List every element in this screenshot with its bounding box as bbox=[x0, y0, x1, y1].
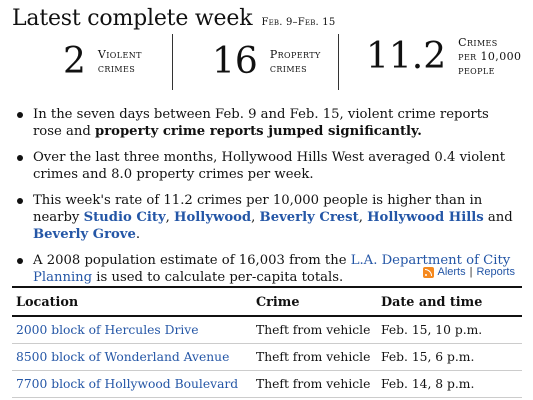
crime-type: Theft from vehicle bbox=[252, 343, 377, 371]
alerts-reports-bar: Alerts | Reports bbox=[423, 266, 515, 278]
link-beverly-crest[interactable]: Beverly Crest bbox=[259, 210, 359, 225]
reports-link[interactable]: Reports bbox=[476, 266, 515, 278]
crime-rate-label: Crimes per 10,000 people bbox=[458, 36, 522, 77]
crime-datetime: Feb. 15, 6 p.m. bbox=[377, 343, 522, 371]
section-header: Latest complete week Feb. 9–Feb. 15 bbox=[12, 6, 335, 31]
column-header-location: Location bbox=[12, 286, 252, 317]
link-city-planning[interactable]: L.A. Department of City Planning bbox=[33, 253, 511, 285]
link-studio-city[interactable]: Studio City bbox=[83, 210, 166, 225]
crime-table: Location Crime Date and time 2000 block … bbox=[12, 286, 522, 398]
location-link[interactable]: 8500 block of Wonderland Avenue bbox=[16, 350, 230, 364]
date-range: Feb. 9–Feb. 15 bbox=[261, 17, 336, 28]
crime-type: Theft from vehicle bbox=[252, 370, 377, 398]
list-item: This week's rate of 11.2 crimes per 10,0… bbox=[12, 192, 517, 243]
link-hollywood-hills[interactable]: Hollywood Hills bbox=[367, 210, 484, 225]
link-beverly-grove[interactable]: Beverly Grove bbox=[33, 227, 136, 242]
property-crimes-stat: 16 Property crimes bbox=[212, 42, 321, 82]
section-title: Latest complete week bbox=[12, 6, 253, 31]
table-row: 7700 block of Hollywood Boulevard Theft … bbox=[12, 370, 522, 398]
crime-rate-value: 11.2 bbox=[366, 36, 447, 77]
stats-panel: 2 Violent crimes 16 Property crimes 11.2 C… bbox=[12, 34, 522, 94]
property-crimes-label: Property crimes bbox=[269, 48, 321, 75]
crime-datetime: Feb. 15, 10 p.m. bbox=[377, 316, 522, 344]
link-hollywood[interactable]: Hollywood bbox=[174, 210, 252, 225]
crime-datetime: Feb. 14, 8 p.m. bbox=[377, 370, 522, 398]
summary-bullets: In the seven days between Feb. 9 and Feb… bbox=[12, 106, 517, 295]
location-link[interactable]: 7700 block of Hollywood Boulevard bbox=[16, 377, 239, 391]
table-header-row: Location Crime Date and time bbox=[12, 286, 522, 317]
rss-icon[interactable] bbox=[423, 266, 435, 278]
violent-crimes-count: 2 bbox=[63, 41, 86, 82]
location-link[interactable]: 2000 block of Hercules Drive bbox=[16, 323, 199, 337]
list-item: A 2008 population estimate of 16,003 fro… bbox=[12, 252, 517, 286]
stat-divider bbox=[172, 34, 173, 90]
property-crimes-count: 16 bbox=[212, 41, 258, 82]
crime-rate-stat: 11.2 Crimes per 10,000 people bbox=[366, 36, 521, 78]
alerts-link[interactable]: Alerts bbox=[437, 266, 466, 278]
stat-divider bbox=[338, 34, 339, 90]
link-separator: | bbox=[469, 266, 473, 278]
table-row: 2000 block of Hercules Drive Theft from … bbox=[12, 316, 522, 344]
column-header-crime: Crime bbox=[252, 286, 377, 317]
list-item: Over the last three months, Hollywood Hi… bbox=[12, 149, 517, 183]
violent-crimes-stat: 2 Violent crimes bbox=[63, 42, 142, 82]
crime-type: Theft from vehicle bbox=[252, 316, 377, 344]
column-header-date: Date and time bbox=[377, 286, 522, 317]
table-row: 8500 block of Wonderland Avenue Theft fr… bbox=[12, 343, 522, 371]
violent-crimes-label: Violent crimes bbox=[97, 48, 142, 75]
list-item: In the seven days between Feb. 9 and Feb… bbox=[12, 106, 517, 140]
